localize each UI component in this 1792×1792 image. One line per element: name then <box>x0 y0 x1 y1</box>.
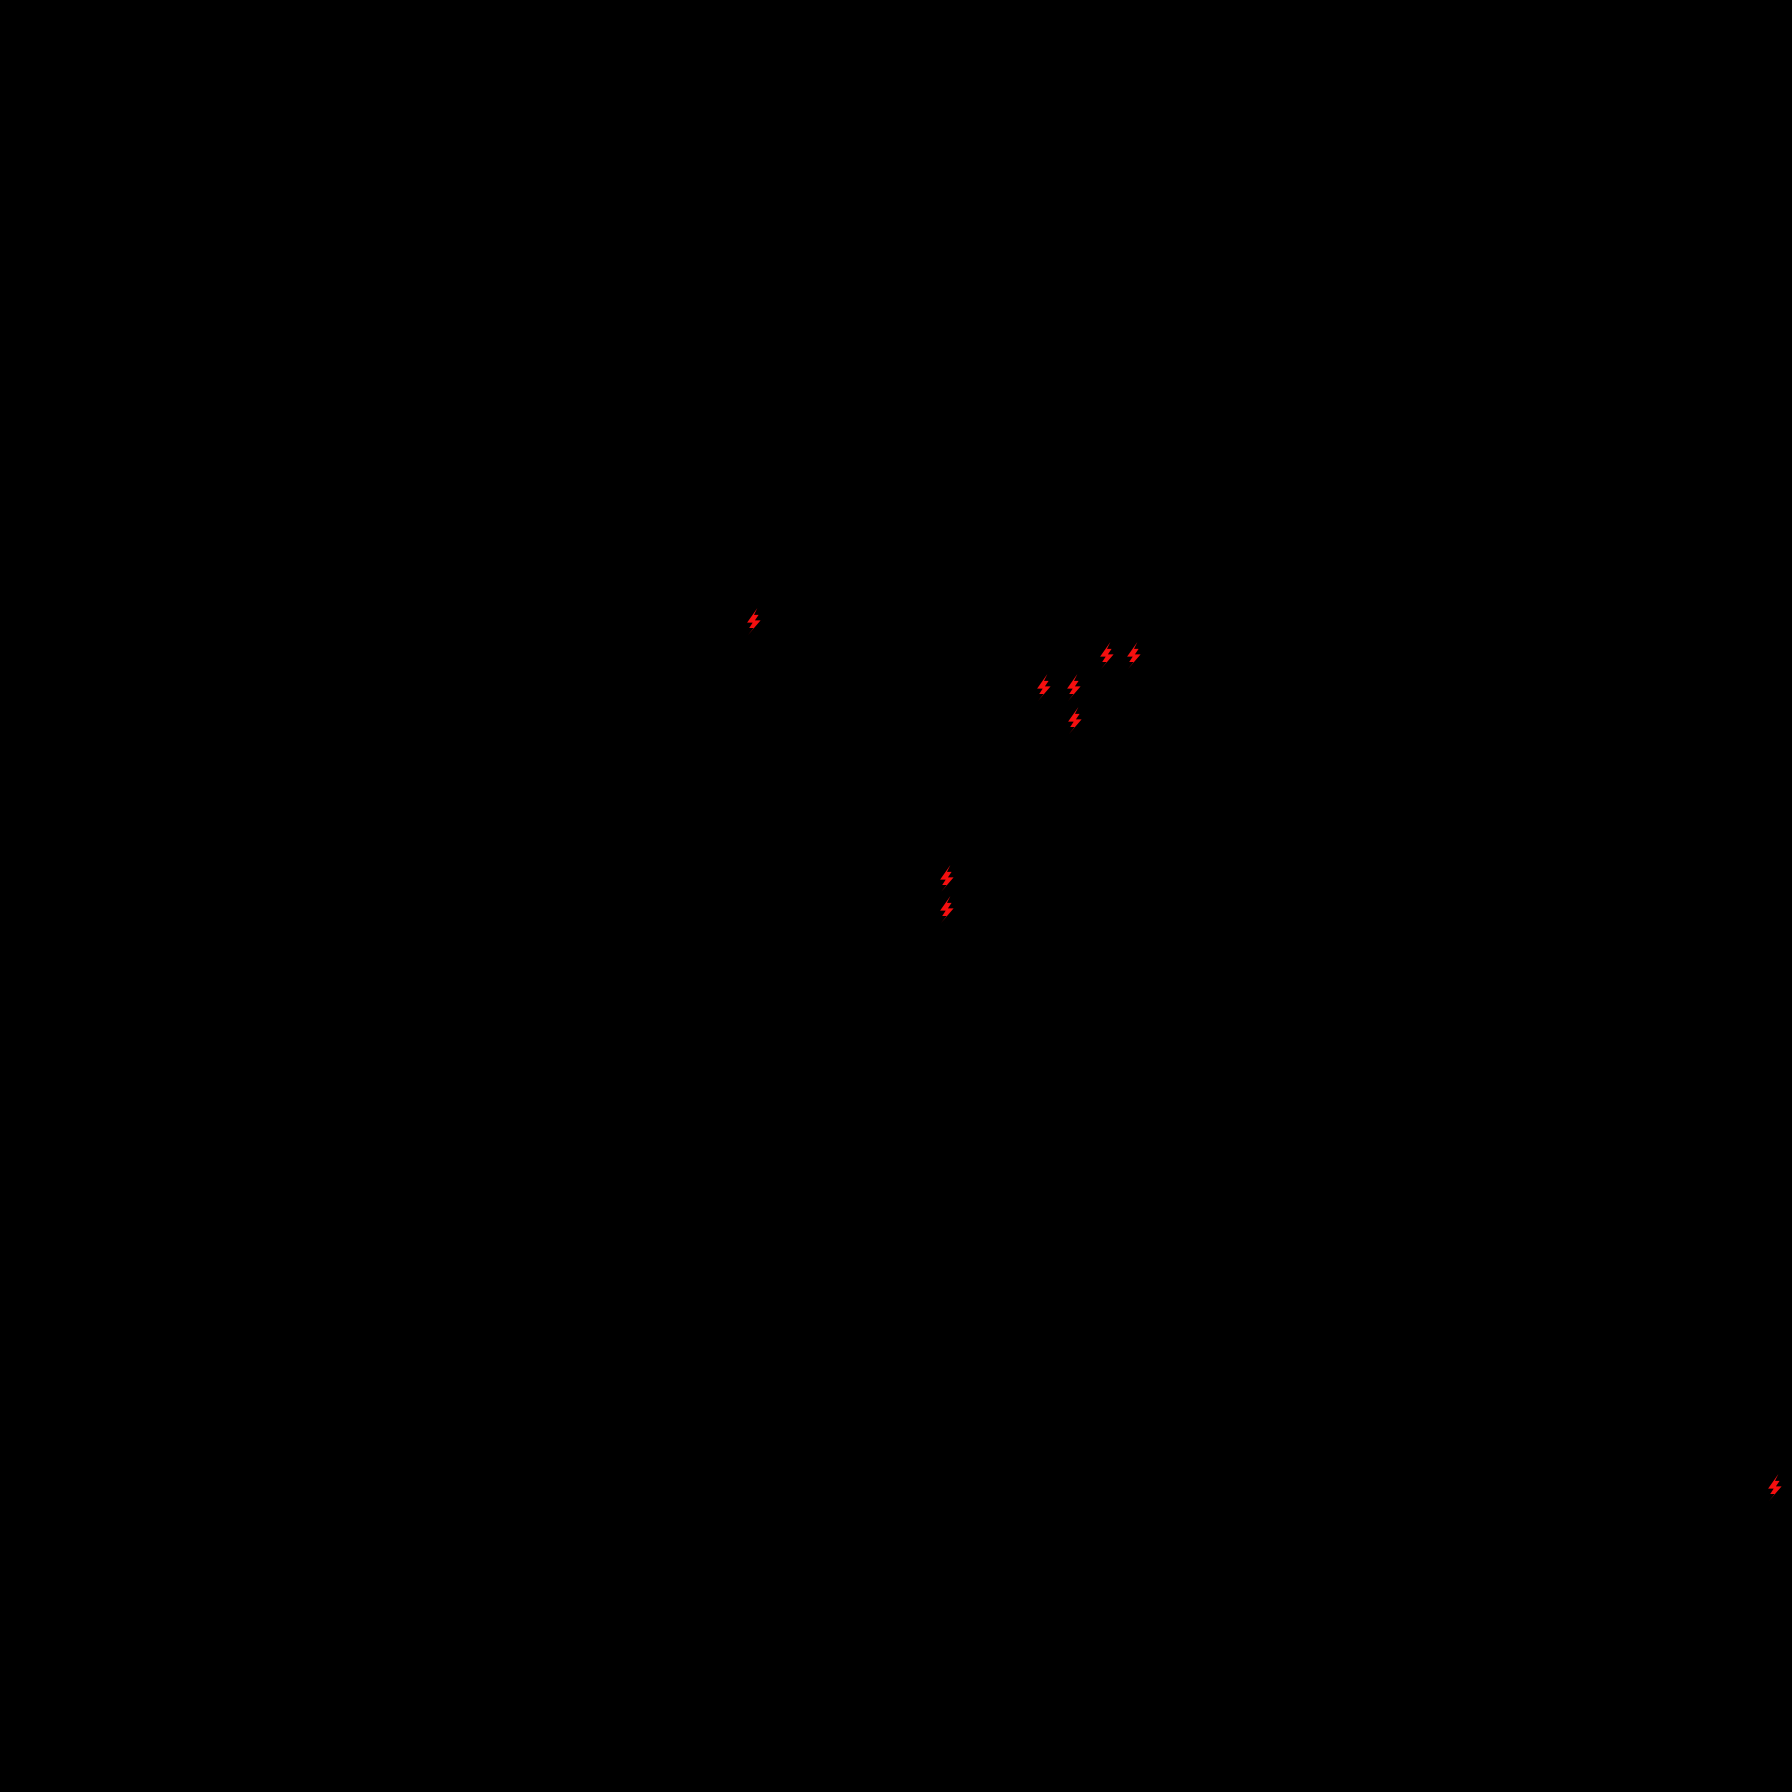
lightning-bolt-icon <box>1064 674 1084 701</box>
lightning-bolt-icon <box>1034 674 1054 701</box>
lightning-bolt-glyph <box>1067 674 1081 701</box>
lightning-bolt-glyph <box>1037 674 1051 701</box>
lightning-bolt-icon <box>1765 1474 1785 1501</box>
lightning-bolt-icon <box>744 608 764 635</box>
lightning-bolt-glyph <box>1068 707 1082 734</box>
lightning-bolt-icon <box>937 865 957 892</box>
lightning-bolt-glyph <box>747 608 761 635</box>
lightning-bolt-icon <box>1124 642 1144 669</box>
lightning-bolt-icon <box>1097 642 1117 669</box>
lightning-bolt-glyph <box>1127 642 1141 669</box>
lightning-bolt-glyph <box>1768 1474 1782 1501</box>
lightning-bolt-glyph <box>940 896 954 923</box>
lightning-bolt-glyph <box>1100 642 1114 669</box>
lightning-bolt-glyph <box>940 865 954 892</box>
lightning-bolt-icon <box>937 896 957 923</box>
lightning-bolt-icon <box>1065 707 1085 734</box>
